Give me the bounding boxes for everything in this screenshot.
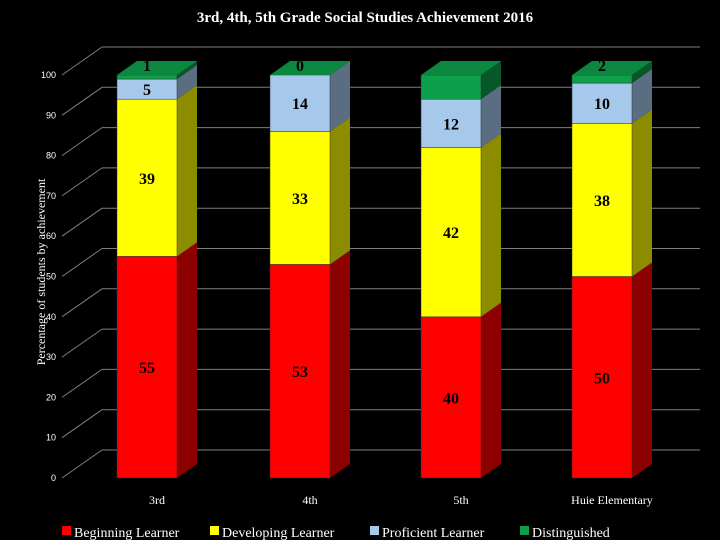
bar-side bbox=[481, 133, 501, 317]
bar-side bbox=[330, 61, 350, 132]
gridline-depth bbox=[61, 167, 103, 197]
legend-label: Distinguished bbox=[532, 526, 610, 540]
category-label: 3rd bbox=[149, 493, 165, 507]
data-label: 1 bbox=[143, 58, 151, 75]
gridline-depth bbox=[61, 207, 103, 237]
category-labels: 3rd 4th 5th Huie Elementary bbox=[149, 493, 653, 507]
bar-segment bbox=[269, 74, 331, 132]
bar-side bbox=[632, 262, 652, 478]
bar-segment bbox=[571, 276, 633, 479]
bar-segment bbox=[269, 131, 331, 265]
bar-side bbox=[481, 85, 501, 148]
bar-segment bbox=[571, 123, 633, 277]
category-label: 5th bbox=[453, 493, 468, 507]
bar-side bbox=[632, 61, 652, 84]
legend-swatch bbox=[62, 526, 71, 535]
y-tick-label: 10 bbox=[46, 433, 56, 443]
data-label: 10 bbox=[594, 96, 610, 113]
bar-segment bbox=[420, 74, 482, 100]
data-label: 39 bbox=[139, 171, 155, 188]
legend-label: Proficient Learner bbox=[382, 526, 485, 540]
data-label: 5 bbox=[143, 82, 151, 99]
bar-segment bbox=[571, 74, 633, 84]
gridline-depth bbox=[61, 46, 103, 76]
gridline-depth bbox=[61, 288, 103, 318]
bar-side bbox=[330, 117, 350, 265]
bar-top bbox=[270, 61, 350, 75]
bar-segment bbox=[116, 98, 178, 257]
y-tick-label: 0 bbox=[51, 473, 56, 483]
bar-side bbox=[177, 61, 197, 80]
bar-segment bbox=[269, 264, 331, 479]
bar-side bbox=[632, 109, 652, 277]
legend-swatch bbox=[210, 526, 219, 535]
legend-swatch bbox=[520, 526, 529, 535]
bar-side bbox=[632, 69, 652, 124]
legend: Beginning Learner Developing Learner Profi… bbox=[62, 526, 610, 540]
y-tick-label: 50 bbox=[46, 272, 56, 282]
gridline-depth bbox=[61, 449, 103, 479]
y-tick-label: 60 bbox=[46, 231, 56, 241]
bar-side bbox=[481, 61, 501, 100]
gridline-depth bbox=[61, 409, 103, 439]
bar-side bbox=[330, 250, 350, 478]
gridline-depth bbox=[61, 248, 103, 277]
gridline-depth bbox=[61, 368, 103, 398]
data-label: 2 bbox=[598, 58, 606, 75]
data-label: 33 bbox=[292, 191, 308, 208]
gridline-depth bbox=[61, 127, 103, 157]
legend-swatch bbox=[370, 526, 379, 535]
gridline-depth bbox=[61, 86, 103, 116]
y-tick-label: 30 bbox=[46, 352, 56, 362]
data-label: 53 bbox=[292, 364, 308, 381]
legend-label: Developing Learner bbox=[222, 526, 335, 540]
y-axis-ticks: 0 10 20 30 40 50 60 70 80 90 100 bbox=[41, 70, 56, 483]
category-label: 4th bbox=[302, 493, 317, 507]
y-tick-label: 40 bbox=[46, 312, 56, 322]
bar-side bbox=[177, 242, 197, 478]
bar-segment bbox=[116, 74, 178, 80]
data-label: 40 bbox=[443, 390, 459, 407]
bar-side bbox=[481, 302, 501, 478]
data-labels: 55 39 5 1 53 33 14 0 40 42 12 50 38 10 2 bbox=[139, 58, 610, 407]
data-label: 42 bbox=[443, 225, 459, 242]
y-tick-label: 100 bbox=[41, 70, 56, 80]
category-label: Huie Elementary bbox=[571, 493, 653, 507]
y-axis-label: Percentage of students by achievement bbox=[34, 178, 48, 365]
data-label: 14 bbox=[292, 96, 308, 113]
bars bbox=[116, 61, 652, 479]
bar-segment bbox=[420, 147, 482, 318]
gridline-depth bbox=[61, 328, 103, 358]
bar-segment bbox=[116, 256, 178, 479]
data-label: 12 bbox=[443, 116, 459, 133]
data-label: 0 bbox=[296, 58, 304, 75]
bar-segment bbox=[420, 316, 482, 479]
bar-side bbox=[177, 65, 197, 100]
y-tick-label: 20 bbox=[46, 392, 56, 402]
data-label: 50 bbox=[594, 370, 610, 387]
bar-segment bbox=[420, 98, 482, 148]
y-tick-label: 90 bbox=[46, 110, 56, 120]
y-tick-label: 80 bbox=[46, 151, 56, 161]
bar-top bbox=[572, 61, 652, 75]
legend-label: Beginning Learner bbox=[74, 526, 180, 540]
bar-side bbox=[177, 85, 197, 257]
bar-segment bbox=[571, 82, 633, 124]
chart-title: 3rd, 4th, 5th Grade Social Studies Achie… bbox=[197, 10, 534, 26]
data-label: 38 bbox=[594, 193, 610, 210]
bar-top bbox=[117, 61, 197, 75]
y-tick-label: 70 bbox=[46, 191, 56, 201]
data-label: 55 bbox=[139, 360, 155, 377]
bar-top bbox=[421, 61, 501, 75]
